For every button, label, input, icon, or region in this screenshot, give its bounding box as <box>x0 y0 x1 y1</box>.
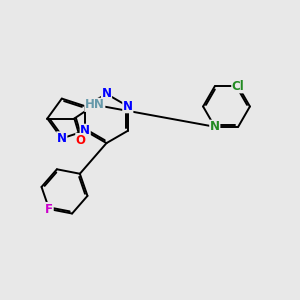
Text: N: N <box>123 100 133 113</box>
Text: N: N <box>80 124 90 137</box>
Text: Cl: Cl <box>232 80 244 93</box>
Text: N: N <box>101 87 112 101</box>
Text: F: F <box>45 202 53 216</box>
Text: N: N <box>57 132 67 145</box>
Text: N: N <box>210 120 220 133</box>
Text: O: O <box>76 134 86 147</box>
Text: HN: HN <box>85 98 105 111</box>
